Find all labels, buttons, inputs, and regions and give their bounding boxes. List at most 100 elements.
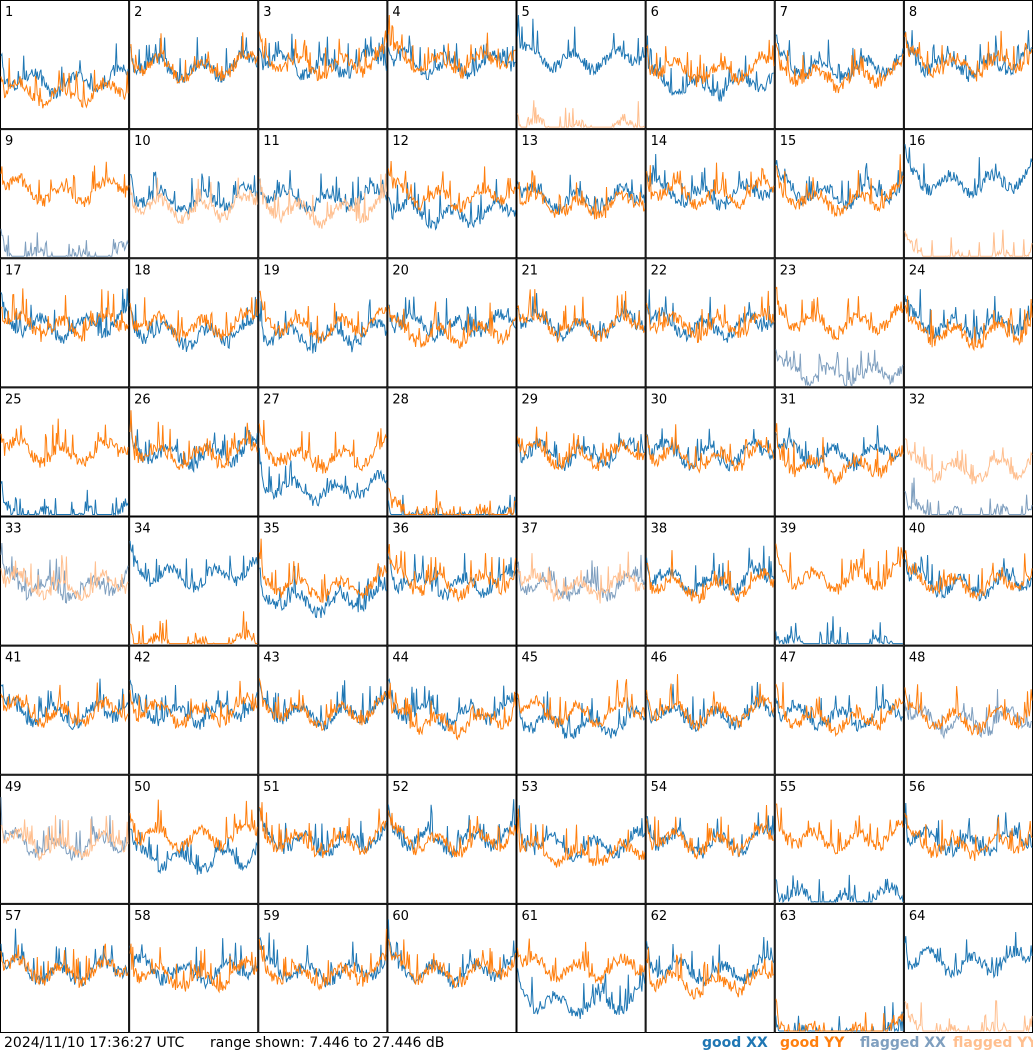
series-yy <box>904 30 1033 82</box>
series-yy <box>129 799 258 855</box>
panel-number: 10 <box>134 134 151 149</box>
panel-frame <box>903 258 1033 388</box>
panel-28: 28 <box>387 387 517 517</box>
series-xx <box>517 691 646 740</box>
panel-frame <box>387 774 517 904</box>
series-yy <box>258 173 387 229</box>
series-xx <box>129 421 258 474</box>
panel-number: 39 <box>780 522 797 537</box>
panel-9: 9 <box>0 129 130 259</box>
panel-55: 55 <box>774 774 904 904</box>
panel-frame <box>129 516 259 646</box>
panel-22: 22 <box>645 258 775 388</box>
series-yy <box>387 938 516 988</box>
panel-23: 23 <box>774 258 904 388</box>
panel-29: 29 <box>516 387 646 517</box>
panel-frame <box>774 387 904 517</box>
series-xx <box>129 679 258 730</box>
panel-number: 6 <box>651 5 659 20</box>
panel-21: 21 <box>516 258 646 388</box>
series-yy <box>0 57 129 109</box>
panel-12: 12 <box>387 129 517 259</box>
series-yy <box>258 538 387 603</box>
panel-54: 54 <box>645 774 775 904</box>
panel-number: 61 <box>522 909 539 924</box>
series-xx <box>0 542 129 604</box>
panel-33: 33 <box>0 516 130 646</box>
timestamp-text: 2024/11/10 17:36:27 UTC <box>4 1035 185 1051</box>
panel-number: 45 <box>522 651 539 666</box>
series-yy <box>258 678 387 731</box>
panel-number: 63 <box>780 909 797 924</box>
panel-number: 48 <box>909 651 926 666</box>
panel-50: 50 <box>129 774 259 904</box>
panel-number: 38 <box>651 522 668 537</box>
series-yy <box>0 682 129 729</box>
panel-34: 34 <box>129 516 259 646</box>
series-yy <box>775 803 904 855</box>
panel-number: 52 <box>392 780 409 795</box>
series-xx <box>646 428 775 472</box>
panel-frame <box>774 903 904 1033</box>
panel-31: 31 <box>774 387 904 517</box>
panel-18: 18 <box>129 258 259 388</box>
panel-number: 37 <box>522 522 539 537</box>
panel-57: 57 <box>0 903 130 1033</box>
panel-frame <box>258 258 388 388</box>
series-yy <box>775 682 904 738</box>
panel-3: 3 <box>258 0 388 130</box>
panel-number: 26 <box>134 392 151 407</box>
series-yy <box>775 543 904 595</box>
panel-frame <box>129 774 259 904</box>
panel-number: 34 <box>134 522 151 537</box>
series-yy <box>387 544 516 603</box>
legend-good-xx: good XX <box>702 1035 768 1051</box>
series-xx <box>258 447 387 507</box>
series-xx <box>904 931 1033 979</box>
panel-number: 1 <box>5 5 13 20</box>
panel-number: 46 <box>651 651 668 666</box>
panel-frame <box>387 387 517 517</box>
panel-number: 2 <box>134 5 142 20</box>
panel-39: 39 <box>774 516 904 646</box>
panel-14: 14 <box>645 129 775 259</box>
panel-number: 9 <box>5 134 13 149</box>
series-yy <box>0 418 129 468</box>
panel-27: 27 <box>258 387 388 517</box>
panel-58: 58 <box>129 903 259 1033</box>
panel-52: 52 <box>387 774 517 904</box>
panel-5: 5 <box>516 0 646 130</box>
series-yy <box>775 998 904 1033</box>
panel-number: 40 <box>909 522 926 537</box>
series-xx <box>388 178 516 231</box>
panel-17: 17 <box>0 258 130 388</box>
panel-frame <box>645 0 775 130</box>
panel-frame <box>0 774 130 904</box>
series-xx <box>646 289 775 343</box>
series-yy <box>517 100 645 129</box>
panel-number: 33 <box>5 522 22 537</box>
panel-number: 14 <box>651 134 668 149</box>
series-yy <box>258 419 387 474</box>
panel-20: 20 <box>387 258 517 388</box>
series-yy <box>129 410 258 470</box>
panel-number: 55 <box>780 780 797 795</box>
series-yy <box>0 161 129 207</box>
series-yy <box>646 162 775 211</box>
series-yy <box>904 812 1033 861</box>
panel-35: 35 <box>258 516 388 646</box>
series-yy <box>775 42 904 94</box>
panel-number: 54 <box>651 780 668 795</box>
series-yy <box>387 301 516 349</box>
series-xx <box>775 874 904 904</box>
panel-number: 12 <box>392 134 409 149</box>
panel-number: 20 <box>392 263 409 278</box>
series-yy <box>0 815 129 861</box>
panel-frame <box>0 387 130 517</box>
series-yy <box>646 550 775 604</box>
panel-number: 15 <box>780 134 797 149</box>
panel-number: 3 <box>263 5 271 20</box>
series-yy <box>646 674 775 732</box>
panel-frame <box>645 903 775 1033</box>
